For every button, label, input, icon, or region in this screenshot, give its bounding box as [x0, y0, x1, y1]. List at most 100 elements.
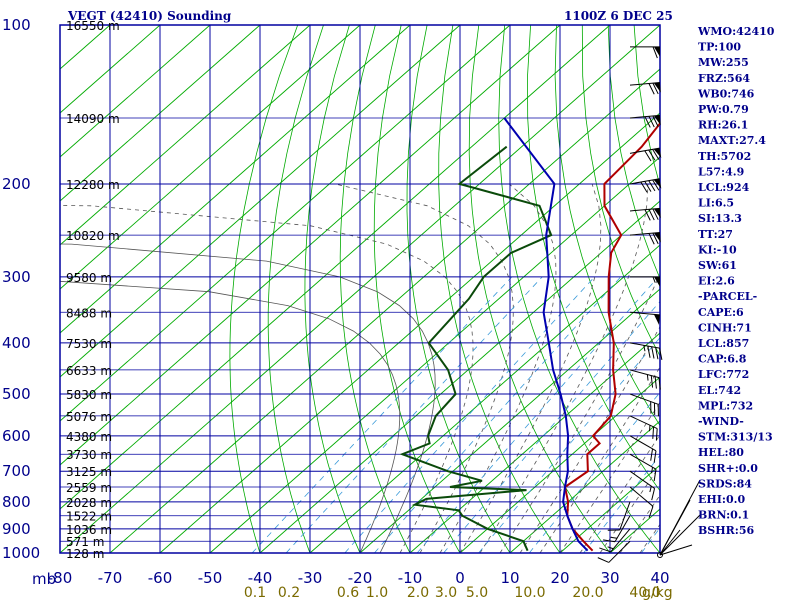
wind-barb-flag — [648, 506, 654, 518]
index-value: BSHR:56 — [698, 524, 754, 537]
mixing-ratio-label: 0.1 — [244, 585, 266, 600]
isotherm-line — [760, 25, 800, 553]
wind-barb-pennant — [653, 208, 661, 219]
mixing-ratio-label: 0.2 — [278, 585, 300, 600]
wind-barb-staff — [629, 415, 658, 430]
mixing-ratio-line — [374, 276, 621, 553]
pressure-tick-label: 800 — [2, 493, 31, 511]
index-value: SI:13.3 — [698, 212, 742, 225]
index-value: WB0:746 — [697, 87, 755, 100]
wind-barb-staff — [619, 501, 631, 531]
height-label: 7530 m — [66, 337, 112, 351]
height-labels: 16550 m 14090 m 12280 m 10820 m 9580 m 8488 m… — [66, 19, 120, 561]
pressure-unit: mb — [32, 570, 56, 588]
wind-barb-flag — [648, 180, 656, 192]
wind-barb-halfflag — [651, 467, 654, 474]
wind-barb-halfflag — [643, 345, 646, 352]
height-label: 571 m — [66, 535, 104, 549]
wind-barb-staff — [629, 470, 655, 489]
height-label: 8488 m — [66, 306, 112, 320]
wind-barb — [629, 393, 659, 417]
temperature-tick-label: 40 — [650, 569, 669, 587]
wind-barb — [630, 46, 660, 59]
wind-barb — [629, 470, 656, 501]
wind-barb — [629, 178, 662, 193]
wind-barb-flag — [648, 83, 655, 95]
index-value: MW:255 — [698, 56, 749, 69]
height-label: 9580 m — [66, 271, 112, 285]
height-label: 2559 m — [66, 481, 112, 495]
wind-barb — [630, 276, 660, 287]
moist-adiabat — [559, 401, 660, 553]
wind-barb — [629, 435, 657, 463]
wind-barb — [629, 231, 661, 245]
wind-barb-flag — [644, 150, 652, 162]
plot-frame — [59, 24, 661, 554]
index-value: MAXT:27.4 — [698, 134, 766, 147]
wind-barb-flag — [652, 208, 659, 220]
index-value: WMO:42410 — [697, 25, 775, 38]
wind-barb — [603, 515, 631, 543]
index-value: EL:742 — [698, 384, 741, 397]
height-label: 2028 m — [66, 496, 112, 510]
mixing-ratio-unit: g/kg — [642, 585, 673, 600]
isotherm-line — [559, 464, 660, 553]
dewpoint-line — [399, 145, 553, 552]
mixing-ratio-line — [583, 454, 660, 553]
wind-barb — [629, 114, 661, 128]
wind-barb-staff — [629, 486, 654, 507]
index-value: -WIND- — [698, 415, 744, 428]
index-value: TH:5702 — [698, 150, 751, 163]
wind-barb — [629, 207, 661, 221]
index-value: PW:0.79 — [698, 103, 749, 116]
hodograph-origin — [657, 552, 663, 558]
wind-barb-staff — [629, 453, 657, 470]
wind-barb-pennant — [653, 82, 661, 93]
pressure-tick-label: 1000 — [2, 544, 40, 562]
wind-barb-flag — [603, 539, 616, 543]
index-value: SHR+:0.0 — [698, 462, 758, 475]
index-value: MPL:732 — [698, 399, 753, 412]
chart-title: VEGT (42410) Sounding — [67, 9, 232, 23]
wind-barb-staff — [608, 540, 631, 563]
pressure-tick-label: 600 — [2, 427, 31, 445]
mixing-ratio-line — [285, 276, 543, 553]
moist-adiabat — [0, 206, 768, 553]
height-label: 5830 m — [66, 388, 112, 402]
temperature-tick-label: 10 — [500, 569, 519, 587]
wind-barb-flag — [652, 149, 660, 160]
wind-barb-pennant — [653, 115, 661, 126]
dry-adiabat — [498, 25, 660, 553]
wind-barb-flag — [599, 547, 611, 553]
pressure-tick-label: 300 — [2, 268, 31, 286]
height-label: 16550 m — [66, 19, 120, 33]
index-value: HEL:80 — [698, 446, 744, 459]
parcel-line — [503, 117, 589, 552]
wind-barb-pennant — [653, 232, 661, 243]
wind-barb-pennant — [654, 46, 660, 57]
wind-barb-flag — [654, 376, 657, 389]
index-value: KI:-10 — [698, 243, 737, 256]
index-value: CAP:6.8 — [698, 353, 747, 366]
dry-adiabat — [789, 25, 800, 553]
wind-barb-staff — [629, 369, 660, 379]
wind-barb-pennant — [653, 148, 662, 158]
temperature-tick-label: -50 — [198, 569, 223, 587]
temperature-tick-label: -60 — [148, 569, 173, 587]
wind-barb-halfflag — [649, 486, 652, 493]
wind-barb — [629, 453, 657, 482]
wind-barb-flag — [650, 375, 654, 388]
wind-barb-staff — [629, 82, 660, 86]
wind-barb-staff — [629, 207, 660, 212]
index-value: SW:61 — [698, 259, 737, 272]
dry-adiabat — [229, 25, 299, 553]
wind-barb-flag — [640, 181, 648, 193]
wind-barb-flag — [658, 377, 661, 390]
height-label: 3125 m — [66, 465, 112, 479]
pressure-tick-label: 500 — [2, 385, 31, 403]
index-value: LFC:772 — [698, 368, 749, 381]
pressure-tick-label: 700 — [2, 462, 31, 480]
wind-barb-flag — [652, 82, 659, 95]
pressure-tick-label: 200 — [2, 175, 31, 193]
mixing-ratio-line — [443, 300, 660, 553]
